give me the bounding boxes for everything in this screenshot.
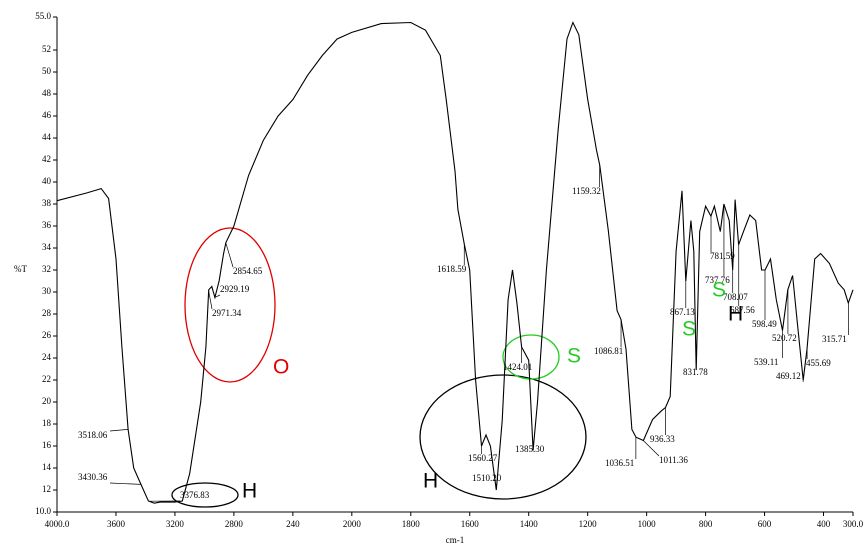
peak-leader [214, 294, 221, 298]
peak-label: 1560.27 [468, 453, 498, 463]
peak-label: 1424.01 [503, 362, 532, 372]
x-tick-label: 1000 [638, 519, 657, 529]
peak-label: 598.49 [752, 319, 777, 329]
peak-label: 2971.34 [212, 308, 242, 318]
peak-label: 936.33 [650, 434, 675, 444]
peak-label: 687.56 [730, 305, 755, 315]
y-tick-label: 22 [42, 374, 51, 384]
x-tick-label: 4000.0 [45, 519, 70, 529]
x-tick-label: 1200 [579, 519, 598, 529]
annotation-letter: S [567, 345, 581, 368]
x-tick-label: 1400 [520, 519, 539, 529]
annotation-letter: H [242, 480, 257, 503]
y-tick-label: 44 [42, 132, 52, 142]
peak-label: 1086.81 [594, 346, 623, 356]
y-tick-label: 28 [42, 308, 52, 318]
y-tick-label: 30 [42, 286, 52, 296]
highlight-ellipse [171, 482, 239, 508]
peak-label: 1036.51 [605, 458, 634, 468]
peak-label: 520.72 [772, 333, 797, 343]
y-tick-label: 24 [42, 352, 52, 362]
peak-label: 1011.36 [659, 455, 688, 465]
peak-leader [643, 440, 660, 457]
peak-label: 2929.19 [220, 284, 250, 294]
peak-label: 1159.32 [572, 186, 601, 196]
x-tick-label: 400 [817, 519, 831, 529]
peak-label: 3430.36 [78, 472, 108, 482]
y-tick-label: 18 [42, 418, 52, 428]
y-tick-label: 14 [42, 462, 52, 472]
x-tick-label: 3200 [166, 519, 185, 529]
peak-leader [225, 242, 234, 268]
peak-label: 455.69 [806, 358, 831, 368]
y-tick-label: 10.0 [35, 506, 51, 516]
y-tick-label: 48 [42, 88, 52, 98]
y-axis-label: %T [14, 264, 27, 274]
y-tick-label: 55.0 [35, 11, 51, 21]
x-tick-label: 800 [699, 519, 713, 529]
y-tick-label: 26 [42, 330, 52, 340]
peak-label: 2854.65 [233, 266, 263, 276]
y-tick-label: 42 [42, 154, 51, 164]
y-tick-label: 20 [42, 396, 52, 406]
peak-label: 831.78 [683, 367, 708, 377]
annotation-letter: S [712, 279, 726, 302]
peak-label: 1385.30 [515, 444, 545, 454]
y-tick-label: 16 [42, 440, 52, 450]
peak-label: 3518.06 [78, 430, 108, 440]
spectrum-line [56, 21, 854, 504]
peak-label: 708.07 [723, 292, 748, 302]
peak-label: 1618.59 [437, 264, 467, 274]
annotation-letter: H [728, 303, 743, 326]
peak-label: 781.59 [710, 251, 735, 261]
peak-label: 315.71 [822, 334, 847, 344]
y-tick-label: 36 [42, 220, 52, 230]
y-tick-label: 50 [42, 66, 52, 76]
peak-label: 737.76 [705, 275, 730, 285]
highlight-ellipse [419, 374, 587, 500]
x-tick-label: 1800 [402, 519, 421, 529]
peak-leader [208, 290, 213, 310]
annotation-letter: H [423, 470, 438, 493]
peak-label: 3376.83 [180, 490, 210, 500]
x-axis-label: cm-1 [446, 535, 465, 545]
x-tick-label: 300.0 [843, 519, 864, 529]
highlight-ellipse [184, 227, 276, 383]
y-tick-label: 12 [42, 484, 51, 494]
peak-label: 1510.20 [472, 473, 502, 483]
peak-label: 539.11 [754, 357, 778, 367]
x-tick-label: 2800 [225, 519, 244, 529]
peak-leader [109, 482, 141, 485]
annotation-letter: O [273, 356, 289, 379]
x-tick-label: 600 [758, 519, 772, 529]
peak-leader [109, 429, 129, 432]
y-tick-label: 34 [42, 242, 52, 252]
x-tick-label: 3600 [107, 519, 126, 529]
y-tick-label: 52 [42, 44, 51, 54]
x-tick-label: 240 [286, 519, 300, 529]
y-tick-label: 38 [42, 198, 52, 208]
y-tick-label: 40 [42, 176, 52, 186]
x-tick-label: 1600 [461, 519, 480, 529]
highlight-ellipse [502, 334, 560, 380]
peak-label: 469.12 [776, 371, 801, 381]
y-tick-label: 32 [42, 264, 51, 274]
peak-label: 867.13 [670, 307, 695, 317]
annotation-letter: S [682, 318, 696, 341]
y-tick-label: 46 [42, 110, 52, 120]
x-tick-label: 2000 [343, 519, 362, 529]
